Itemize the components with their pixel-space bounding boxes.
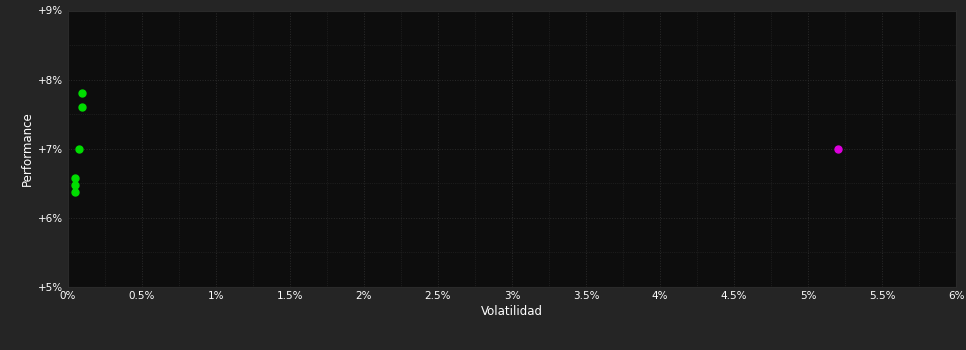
Point (68, 182, 83, 188)
X-axis label: Volatilidad: Volatilidad (481, 305, 543, 318)
Point (830, 146, 845, 152)
Y-axis label: Performance: Performance (21, 111, 34, 186)
Point (68, 189, 83, 194)
Point (68, 175, 83, 181)
Point (71, 146, 87, 152)
Point (74, 91, 90, 96)
Point (74, 105, 90, 110)
